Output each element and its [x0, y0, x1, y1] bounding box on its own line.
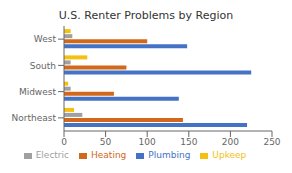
svg-text:0: 0 — [61, 137, 67, 147]
svg-text:150: 150 — [180, 137, 197, 147]
html-text:Plumbing: Plumbing — [148, 150, 191, 160]
svg-text:200: 200 — [222, 137, 239, 147]
html-text:U.S. Renter Problems by Region: U.S. Renter Problems by Region — [58, 9, 234, 22]
svg-text:West: West — [34, 34, 57, 44]
svg-text:Midwest: Midwest — [19, 87, 57, 97]
html-text:Heating: Heating — [91, 150, 127, 160]
svg-text:50: 50 — [100, 137, 112, 147]
svg-text:250: 250 — [263, 137, 280, 147]
svg-text:South: South — [30, 61, 56, 71]
html-text:Electric: Electric — [35, 150, 69, 160]
svg-text:100: 100 — [139, 137, 156, 147]
svg-text:Northeast: Northeast — [12, 113, 57, 123]
html-text:Upkeep: Upkeep — [212, 150, 247, 160]
